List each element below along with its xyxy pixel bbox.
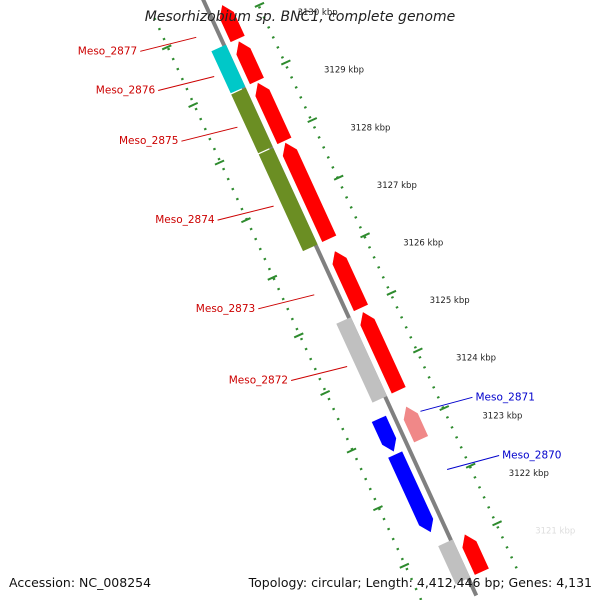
tick-mark-reverse	[267, 274, 278, 281]
map-title: Mesorhizobium sp. BNC1, complete genome	[144, 9, 456, 25]
gene-leader-line	[217, 205, 274, 221]
tick-mark-reverse	[399, 562, 410, 569]
gene-arrow	[235, 40, 265, 85]
gene-label: Meso_2871	[476, 391, 535, 403]
gene-arrow	[371, 414, 397, 453]
tick-label: 3130 kbp	[298, 8, 338, 18]
accession-text: Accession: NC_008254	[9, 575, 152, 590]
gene-arrow	[331, 250, 369, 312]
gene-leader-line	[140, 36, 197, 52]
gene-arrow	[403, 405, 429, 444]
tick-mark-forward	[280, 59, 291, 66]
tick-label: 3126 kbp	[403, 239, 443, 249]
tick-label: 3124 kbp	[456, 354, 496, 364]
tick-label: 3128 kbp	[350, 123, 390, 133]
forward-scale-line	[254, 0, 519, 571]
tick-mark-reverse	[214, 159, 225, 166]
tick-mark-reverse	[293, 332, 304, 339]
gene-leader-line	[446, 455, 500, 470]
feature-bar	[258, 147, 318, 252]
topology-text: Topology: circular; Length: 4,412,446 bp…	[248, 575, 592, 590]
tick-mark-forward	[492, 520, 503, 527]
gene-leader-line	[420, 396, 473, 412]
tick-mark-reverse	[240, 217, 251, 224]
tick-label: 3121 kbp	[535, 527, 575, 537]
tick-mark-forward	[465, 462, 476, 469]
tick-mark-reverse	[161, 44, 172, 51]
tick-mark-reverse	[346, 447, 357, 454]
tick-label: 3122 kbp	[509, 469, 549, 479]
gene-label: Meso_2875	[119, 135, 178, 147]
tick-mark-forward	[412, 347, 423, 354]
gene-label: Meso_2876	[96, 85, 156, 97]
gene-label: Meso_2870	[502, 450, 561, 462]
gene-arrow	[359, 311, 407, 395]
gene-label: Meso_2877	[78, 45, 137, 57]
feature-bar	[438, 539, 471, 585]
gene-label: Meso_2873	[196, 303, 255, 315]
tick-label: 3125 kbp	[430, 296, 470, 306]
gene-arrow	[282, 141, 338, 243]
gene-leader-line	[158, 76, 215, 91]
tick-mark-forward	[307, 117, 318, 124]
gene-leader-line	[258, 294, 315, 310]
gene-arrow	[461, 533, 490, 576]
tick-mark-forward	[254, 1, 265, 8]
gene-label: Meso_2874	[155, 214, 215, 226]
tick-mark-forward	[386, 289, 397, 296]
tick-mark-forward	[439, 405, 450, 412]
tick-mark-forward	[333, 174, 344, 181]
tick-mark-forward	[360, 232, 371, 239]
feature-bar	[231, 87, 273, 154]
gene-leader-line	[290, 366, 348, 381]
gene-arrow	[254, 81, 293, 145]
tick-mark-reverse	[372, 505, 383, 512]
tick-mark-reverse	[188, 101, 199, 108]
feature-bar	[336, 317, 387, 403]
gene-arrow	[219, 4, 246, 43]
tick-label: 3129 kbp	[324, 66, 364, 76]
tick-mark-reverse	[320, 389, 331, 396]
tick-label: 3127 kbp	[377, 181, 417, 191]
gene-leader-line	[181, 126, 238, 142]
gene-label: Meso_2872	[229, 375, 288, 387]
tick-label: 3123 kbp	[482, 411, 522, 421]
gene-arrow	[387, 450, 434, 534]
feature-bar	[211, 44, 246, 94]
